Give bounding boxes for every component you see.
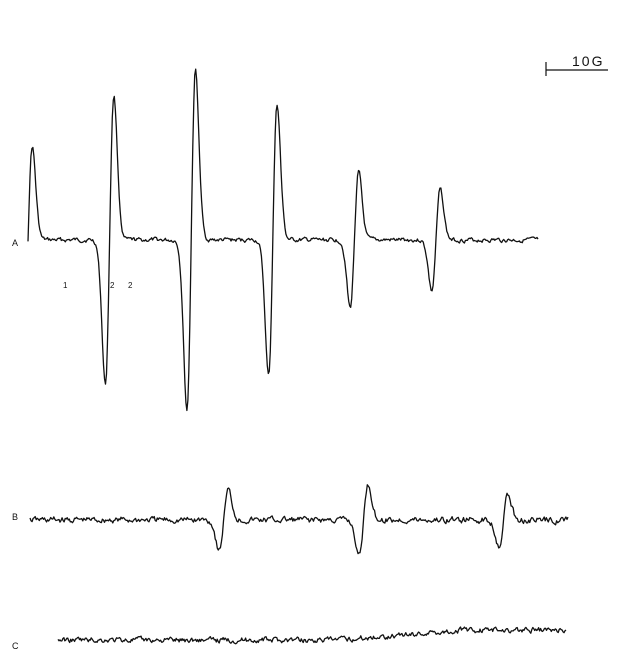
trace-label-a: A: [12, 238, 18, 248]
peak-marker-2b: 2: [128, 281, 133, 290]
trace-c: [57, 626, 567, 645]
trace-label-b: B: [12, 512, 18, 522]
trace-group: [27, 68, 569, 645]
peak-marker-1: 1: [63, 281, 68, 290]
trace-label-c: C: [12, 641, 19, 651]
scale-bar-label: 10G: [572, 53, 604, 69]
trace-a: [27, 68, 539, 412]
trace-b: [29, 484, 569, 555]
scale-bar: 10G: [545, 53, 608, 76]
peak-marker-2a: 2: [110, 281, 115, 290]
